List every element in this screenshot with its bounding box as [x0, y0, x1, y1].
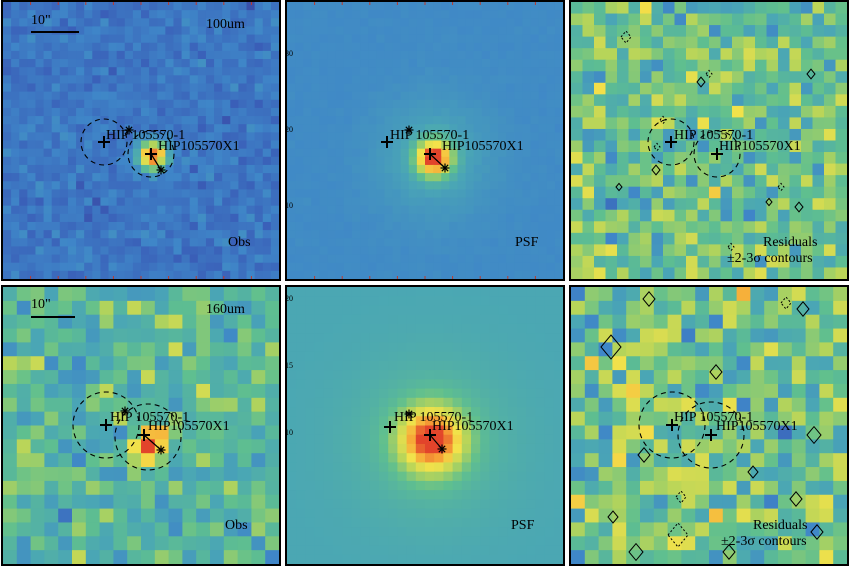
aperture-circle — [80, 118, 128, 166]
scale-bar — [31, 31, 79, 33]
source-label-primary: HIP 105570-1 — [394, 410, 474, 425]
source-marker-asterisk — [124, 125, 134, 135]
panel-psf-100um: 30 20 10 PSF HIP 105570-1 HIP105570X1 — [285, 0, 565, 281]
source-label-primary: HIP 105570-1 — [106, 128, 186, 143]
aperture-circle — [677, 401, 745, 469]
pixel-grid — [571, 2, 847, 279]
source-marker-plus — [666, 419, 678, 431]
offset-line — [143, 434, 162, 451]
tick-label: 20 — [285, 294, 293, 303]
aperture-circle — [693, 130, 741, 178]
tick-label: 10 — [285, 201, 293, 210]
aperture-circle — [114, 403, 182, 471]
panel-type-label: Obs — [225, 518, 248, 533]
heatmap-obs-100um — [3, 2, 279, 279]
source-label-secondary: HIP105570X1 — [716, 419, 798, 434]
panel-residual-100um: Residuals ±2-3σ contours HIP 105570-1 HI… — [569, 0, 849, 281]
offset-line — [150, 153, 162, 171]
panel-residual-160um: Residuals ±2-3σ contours HIP 105570-1 HI… — [569, 285, 849, 566]
panel-type-label: ±2-3σ contours — [721, 534, 807, 549]
source-marker-asterisk — [404, 409, 414, 419]
source-label-secondary: HIP105570X1 — [148, 419, 230, 434]
axis-ticks — [314, 2, 536, 279]
scale-bar — [31, 316, 75, 318]
source-label-secondary: HIP105570X1 — [719, 139, 801, 154]
residual-contours — [615, 30, 816, 252]
tick-label: 10 — [285, 428, 293, 437]
source-marker-plus — [711, 148, 723, 160]
panel-type-label: PSF — [515, 235, 539, 250]
aperture-circle — [638, 391, 706, 459]
band-label: 160um — [206, 302, 245, 317]
panel-obs-100um: 10" 100um Obs HIP 105570-1 HIP105570X1 — [1, 0, 281, 281]
pixel-grid — [287, 2, 563, 279]
aperture-circle — [72, 391, 140, 459]
source-marker-plus — [381, 136, 393, 148]
tick-label: 30 — [285, 49, 293, 58]
panel-type-label: ±2-3σ contours — [727, 251, 813, 266]
source-marker-plus — [705, 429, 717, 441]
panel-type-label: Residuals — [763, 235, 818, 250]
source-marker-plus — [665, 136, 677, 148]
axis-ticks — [30, 2, 252, 279]
offset-line — [429, 153, 446, 169]
heatmap-residual-160um — [571, 287, 847, 564]
source-label-primary: HIP 105570-1 — [674, 410, 754, 425]
aperture-circle — [647, 118, 695, 166]
source-marker-asterisk — [120, 406, 130, 416]
source-label-primary: HIP 105570-1 — [110, 410, 190, 425]
panel-psf-160um: 20 15 10 PSF HIP 105570-1 HIP105570X1 — [285, 285, 565, 566]
pixel-grid — [3, 2, 279, 279]
panel-type-label: Residuals — [753, 518, 808, 533]
scale-label: 10" — [31, 297, 51, 312]
source-marker-plus — [100, 419, 112, 431]
source-label-secondary: HIP105570X1 — [432, 419, 514, 434]
source-label-secondary: HIP105570X1 — [158, 139, 240, 154]
scale-label: 10" — [31, 13, 51, 28]
pixel-grid — [571, 287, 847, 564]
heatmap-obs-160um — [3, 287, 279, 564]
panel-type-label: PSF — [511, 518, 535, 533]
pixel-grid — [287, 287, 563, 564]
tick-label: 20 — [285, 125, 293, 134]
heatmap-psf-100um — [287, 2, 563, 279]
panel-type-label: Obs — [228, 235, 251, 250]
offset-line — [429, 434, 443, 450]
heatmap-residual-100um — [571, 2, 847, 279]
band-label: 100um — [206, 17, 245, 32]
source-label-primary: HIP 105570-1 — [390, 128, 470, 143]
source-marker-plus — [384, 421, 396, 433]
aperture-circle — [127, 130, 175, 178]
residual-contours — [600, 291, 824, 562]
panel-obs-160um: 10" 160um Obs HIP 105570-1 HIP105570X1 — [1, 285, 281, 566]
source-marker-asterisk — [404, 125, 414, 135]
source-label-primary: HIP 105570-1 — [674, 128, 754, 143]
tick-label: 15 — [285, 361, 293, 370]
source-label-secondary: HIP105570X1 — [442, 139, 524, 154]
heatmap-psf-160um — [287, 287, 563, 564]
source-marker-plus — [98, 136, 110, 148]
